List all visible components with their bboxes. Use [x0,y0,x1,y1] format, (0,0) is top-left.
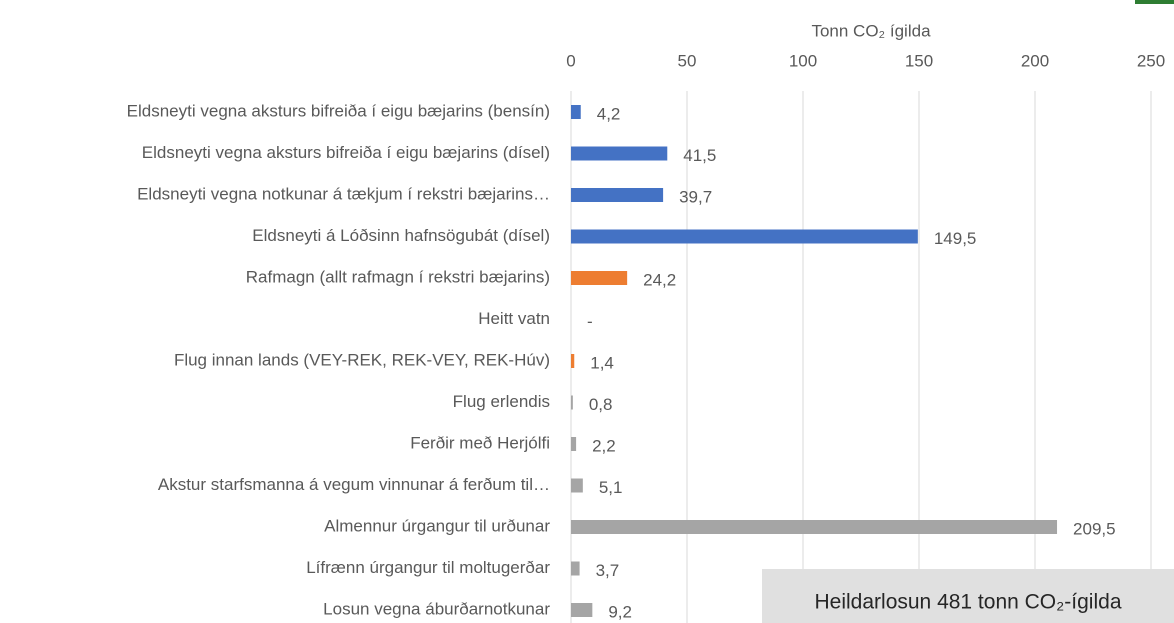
category-label: Flug innan lands (VEY-REK, REK-VEY, REK-… [174,350,550,369]
x-tick-label: 150 [905,51,933,70]
x-tick-label: 0 [566,51,575,70]
x-axis-label: Tonn CO₂ ígilda [811,21,931,40]
bar [571,229,918,244]
x-tick-label: 250 [1137,51,1165,70]
value-label: 9,2 [608,602,632,621]
category-label: Lífrænn úrgangur til moltugerðar [306,558,550,577]
bar [571,437,577,451]
bar [571,561,580,576]
value-label: 39,7 [679,187,712,206]
annotation-box [762,569,1174,623]
category-label: Losun vegna áburðarnotkunar [323,599,550,618]
bar [571,395,573,410]
value-label: 149,5 [934,229,977,248]
category-label: Eldsneyti á Lóðsinn hafnsögubát (dísel) [252,226,550,245]
bar [571,603,593,617]
corner-mark [1135,0,1174,4]
bar [571,188,664,202]
category-label: Eldsneyti vegna aksturs bifreiða í eigu … [142,143,550,162]
bar [571,105,581,119]
value-label: 3,7 [596,561,620,580]
category-label: Rafmagn (allt rafmagn í rekstri bæjarins… [246,267,550,286]
bar [571,146,668,161]
bar [571,478,583,493]
category-label: Heitt vatn [478,309,550,328]
bar [571,520,1058,534]
x-tick-label: 100 [789,51,817,70]
x-tick-label: 200 [1021,51,1049,70]
value-label: 41,5 [683,146,716,165]
value-label: - [587,312,593,331]
value-label: 2,2 [592,436,616,455]
value-label: 209,5 [1073,519,1116,538]
bar [571,354,575,368]
value-label: 5,1 [599,478,623,497]
category-label: Almennur úrgangur til urðunar [324,516,550,535]
value-label: 4,2 [597,104,621,123]
value-label: 1,4 [590,353,614,372]
category-label: Akstur starfsmanna á vegum vinnunar á fe… [158,475,550,494]
value-label: 0,8 [589,395,613,414]
value-label: 24,2 [643,270,676,289]
category-label: Eldsneyti vegna notkunar á tækjum í reks… [137,184,550,203]
bar [571,271,628,285]
annotation: Heildarlosun 481 tonn CO₂-ígilda [815,591,1122,614]
category-label: Eldsneyti vegna aksturs bifreiða í eigu … [127,101,550,120]
category-label: Flug erlendis [453,392,550,411]
x-tick-label: 50 [678,51,697,70]
category-label: Ferðir með Herjólfi [410,433,550,452]
